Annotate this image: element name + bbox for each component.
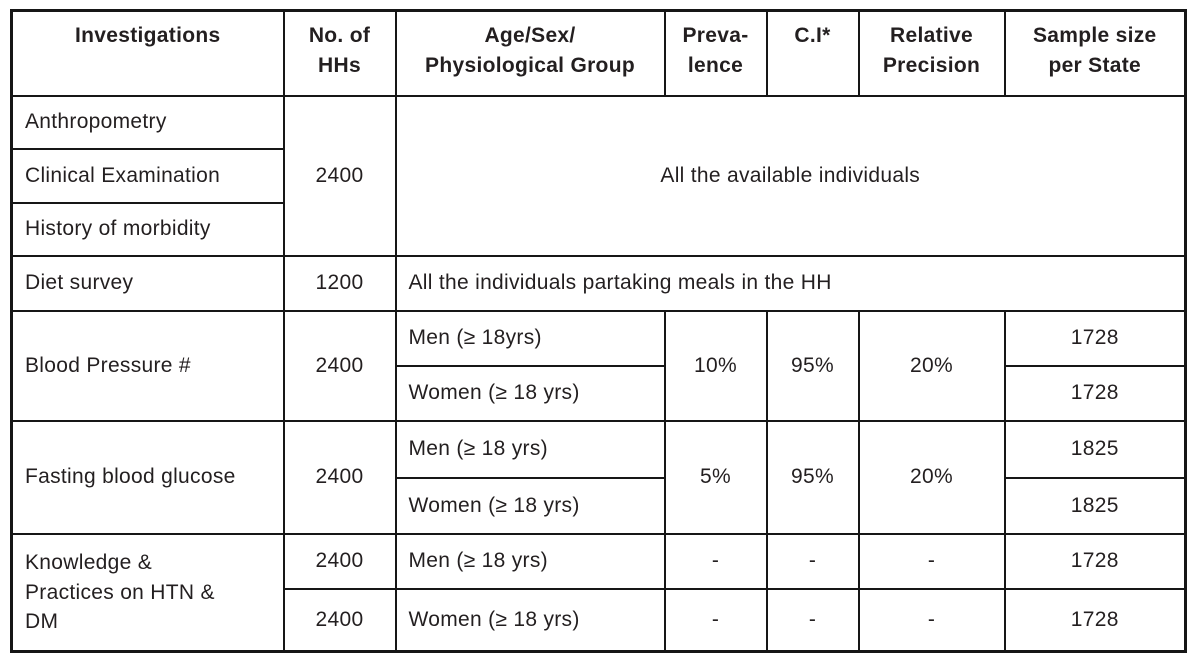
cell-hhs-knowledge-practices-women: 2400 — [282, 587, 397, 653]
cell-sample-knowledge-practices-women: 1728 — [1003, 587, 1187, 653]
cell-prevalence-blood-pressure: 10% — [663, 309, 768, 422]
cell-investigation-anthropometry: Anthropometry — [10, 94, 285, 150]
cell-investigation-clinical-examination: Clinical Examination — [10, 147, 285, 204]
cell-hhs-knowledge-practices-men: 2400 — [282, 532, 397, 590]
cell-investigation-fasting-blood-glucose: Fasting blood glucose — [10, 419, 285, 535]
cell-investigation-history-of-morbidity: History of morbidity — [10, 201, 285, 257]
row-knowledge-practices-men: Knowledge & Practices on HTN & DM 2400 M… — [10, 532, 1187, 653]
cell-group-diet-survey: All the individuals partaking meals in t… — [394, 254, 1187, 312]
cell-group-blood-pressure-men: Men (≥ 18yrs) — [394, 309, 666, 367]
col-header-investigations: Investigations — [10, 9, 285, 97]
cell-prevalence-knowledge-practices-men: - — [663, 532, 768, 590]
row-fasting-blood-glucose-men: Fasting blood glucose 2400 Men (≥ 18 yrs… — [10, 419, 1187, 535]
col-header-no-of-hhs: No. of HHs — [282, 9, 397, 97]
row-history-of-morbidity: History of morbidity — [10, 201, 1186, 257]
cell-ci-fasting-blood-glucose: 95% — [765, 419, 860, 535]
col-header-ci: C.I* — [765, 9, 860, 97]
cell-sample-knowledge-practices-men: 1728 — [1003, 532, 1187, 590]
cell-investigation-blood-pressure: Blood Pressure # — [10, 309, 285, 422]
cell-ci-blood-pressure: 95% — [765, 309, 860, 422]
cell-relative-precision-knowledge-practices-men: - — [857, 532, 1006, 590]
cell-sample-blood-pressure-men: 1728 — [1003, 309, 1187, 367]
cell-sample-fasting-blood-glucose-women: 1825 — [1003, 476, 1187, 535]
cell-group-fasting-blood-glucose-women: Women (≥ 18 yrs) — [394, 476, 666, 535]
row-diet-survey: Diet survey 1200 All the individuals par… — [10, 254, 1187, 312]
row-clinical-examination: Clinical Examination — [10, 147, 1186, 204]
cell-hhs-fasting-blood-glucose: 2400 — [282, 419, 397, 535]
col-header-sample-size-per-state: Sample size per State — [1003, 9, 1187, 97]
sampling-design-table: Investigations No. of HHs Age/Sex/ Physi… — [10, 9, 1187, 653]
cell-hhs-diet-survey: 1200 — [282, 254, 397, 312]
cell-investigation-knowledge-practices: Knowledge & Practices on HTN & DM — [10, 532, 285, 653]
cell-group-knowledge-practices-men: Men (≥ 18 yrs) — [394, 532, 666, 590]
cell-group-blood-pressure-women: Women (≥ 18 yrs) — [394, 364, 666, 422]
cell-group-knowledge-practices-women: Women (≥ 18 yrs) — [394, 587, 666, 653]
row-knowledge-practices-women: 2400 Women (≥ 18 yrs) - - - 1728 — [12, 587, 1187, 653]
col-header-prevalence: Preva- lence — [663, 9, 768, 97]
cell-group-all-available-individuals: All the available individuals — [394, 94, 1187, 257]
row-fasting-blood-glucose-women: Women (≥ 18 yrs) 1825 — [12, 476, 1187, 535]
cell-ci-knowledge-practices-men: - — [765, 532, 860, 590]
col-header-age-sex-group: Age/Sex/ Physiological Group — [394, 9, 666, 97]
cell-hhs-anthro-group: 2400 — [282, 94, 397, 257]
cell-sample-blood-pressure-women: 1728 — [1003, 364, 1187, 422]
cell-prevalence-knowledge-practices-women: - — [663, 587, 768, 653]
cell-relative-precision-fasting-blood-glucose: 20% — [857, 419, 1006, 535]
col-header-relative-precision: Relative Precision — [857, 9, 1006, 97]
header-row: Investigations No. of HHs Age/Sex/ Physi… — [10, 9, 1187, 97]
cell-hhs-blood-pressure: 2400 — [282, 309, 397, 422]
cell-relative-precision-blood-pressure: 20% — [857, 309, 1006, 422]
cell-prevalence-fasting-blood-glucose: 5% — [663, 419, 768, 535]
cell-investigation-diet-survey: Diet survey — [10, 254, 285, 312]
cell-ci-knowledge-practices-women: - — [765, 587, 860, 653]
cell-sample-fasting-blood-glucose-men: 1825 — [1003, 419, 1187, 479]
row-blood-pressure-men: Blood Pressure # 2400 Men (≥ 18yrs) 10% … — [10, 309, 1187, 422]
row-anthropometry: Anthropometry 2400 All the available ind… — [10, 94, 1187, 257]
cell-relative-precision-knowledge-practices-women: - — [857, 587, 1006, 653]
cell-group-fasting-blood-glucose-men: Men (≥ 18 yrs) — [394, 419, 666, 479]
row-blood-pressure-women: Women (≥ 18 yrs) 1728 — [12, 364, 1187, 422]
